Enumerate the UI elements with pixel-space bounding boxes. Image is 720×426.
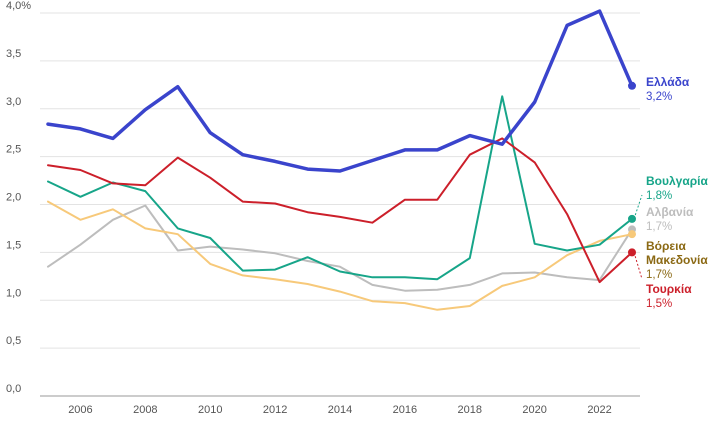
series-value-label: 1,7%: [646, 269, 672, 281]
series-value-label: 1,5%: [646, 298, 672, 310]
y-tick-label: 2,5: [6, 144, 21, 156]
x-tick-label: 2018: [458, 404, 482, 416]
label-connector: [633, 252, 643, 280]
y-tick-label: 1,5: [6, 239, 21, 251]
series-name-label: Βουλγαρία: [646, 174, 708, 188]
series-lines: [46, 9, 634, 311]
series-end-marker: [628, 81, 636, 90]
series-name-label: Τουρκία: [646, 282, 692, 296]
series-end-labels: Ελλάδα 3,2% Βουλγαρία 1,8% Αλβανία 1,7% Βόρεια…: [633, 75, 708, 310]
x-tick-label: 2014: [328, 404, 352, 416]
series-end-marker: [628, 248, 636, 257]
y-tick-label: 4,0%: [6, 0, 31, 12]
x-tick-label: 2020: [522, 404, 546, 416]
series-name-label: Ελλάδα: [646, 75, 690, 89]
series-value-label: 1,7%: [646, 221, 672, 233]
y-tick-label: 1,0: [6, 287, 21, 299]
series-name-label: Μακεδονία: [646, 253, 708, 267]
x-tick-label: 2006: [68, 404, 92, 416]
series-line: [47, 204, 633, 292]
series-line: [47, 200, 633, 311]
series-end-marker: [628, 230, 636, 239]
series-name-label: Βόρεια: [646, 239, 686, 253]
series-end-marker: [628, 214, 636, 223]
series-value-label: 1,8%: [646, 190, 672, 202]
x-tick-label: 2008: [133, 404, 157, 416]
series-end-markers: [628, 81, 636, 257]
y-tick-label: 2,0: [6, 192, 21, 204]
x-axis-tick-labels: 2006 2008 2010 2012 2014 2016 2018 2020 2022: [68, 404, 612, 416]
y-tick-label: 0,0: [6, 383, 21, 395]
x-tick-label: 2012: [263, 404, 287, 416]
series-line: [47, 95, 633, 281]
x-tick-label: 2010: [198, 404, 222, 416]
x-tick-label: 2022: [587, 404, 611, 416]
series-line: [47, 137, 633, 284]
y-tick-label: 3,5: [6, 48, 21, 60]
series-value-label: 3,2%: [646, 91, 672, 103]
y-tick-label: 0,5: [6, 335, 21, 347]
label-connector: [633, 194, 643, 220]
gridlines: [40, 12, 640, 397]
x-tick-label: 2016: [393, 404, 417, 416]
y-axis-tick-labels: 0,0 0,5 1,0 1,5 2,0 2,5 3,0 3,5 4,0%: [6, 0, 31, 395]
series-line: [46, 9, 634, 173]
y-tick-label: 3,0: [6, 96, 21, 108]
series-name-label: Αλβανία: [646, 205, 694, 219]
